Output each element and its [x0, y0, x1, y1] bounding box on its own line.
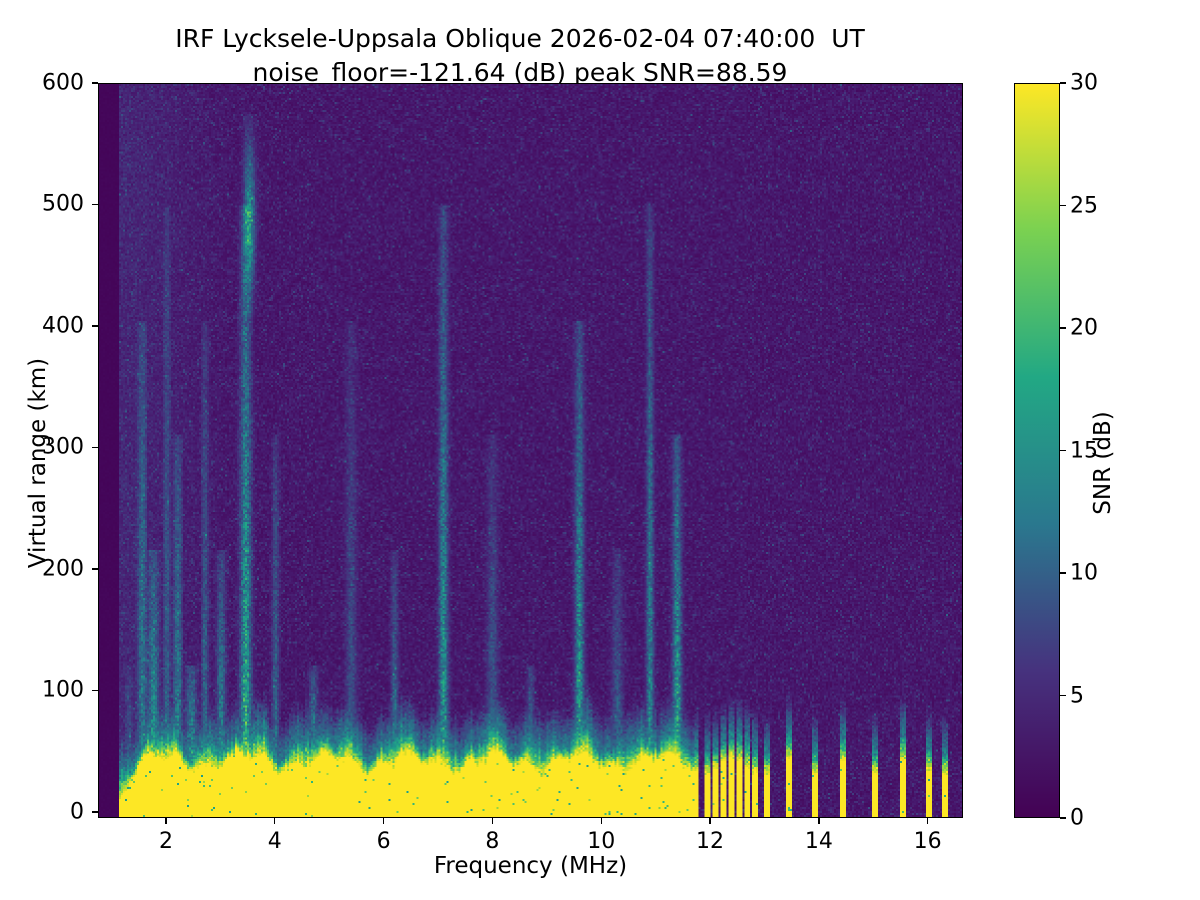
colorbar-tick-mark: [1060, 449, 1066, 452]
x-tick-mark: [818, 818, 820, 824]
colorbar-tick-label: 25: [1070, 193, 1098, 218]
x-tick-label: 6: [376, 829, 391, 854]
y-tick-mark: [92, 568, 98, 570]
colorbar-tick-mark: [1060, 82, 1066, 84]
x-axis-title: Frequency (MHz): [433, 853, 628, 879]
colorbar-tick-label: 5: [1070, 683, 1084, 708]
figure-title: IRF Lycksele-Uppsala Oblique 2026-02-04 …: [0, 22, 1040, 90]
y-tick-label: 100: [42, 677, 84, 703]
colorbar-tick-mark: [1060, 327, 1066, 329]
y-tick-label: 0: [70, 799, 84, 825]
colorbar-tick-label: 30: [1070, 70, 1098, 96]
x-tick-mark: [926, 818, 929, 824]
colorbar-title: SNR (dB): [1090, 411, 1116, 515]
y-tick-mark: [92, 446, 98, 449]
y-tick-mark: [92, 689, 98, 692]
figure-title-line-1: IRF Lycksele-Uppsala Oblique 2026-02-04 …: [175, 24, 865, 87]
x-tick-label: 2: [159, 829, 173, 854]
x-tick-label: 16: [913, 829, 942, 854]
colorbar-tick-label: 0: [1070, 805, 1084, 831]
y-tick-label: 400: [42, 313, 84, 339]
colorbar-tick-label: 20: [1070, 315, 1098, 341]
y-tick-mark: [92, 203, 98, 206]
x-tick-mark: [709, 818, 711, 824]
x-tick-label: 8: [485, 829, 500, 854]
colorbar: [1014, 83, 1060, 818]
y-tick-mark: [92, 325, 98, 327]
x-tick-label: 4: [267, 829, 282, 854]
x-tick-mark: [491, 818, 494, 824]
colorbar-tick-label: 15: [1070, 438, 1098, 463]
x-tick-mark: [382, 818, 385, 824]
y-tick-label: 500: [42, 191, 84, 217]
heatmap-axes: [98, 83, 963, 818]
y-tick-label: 600: [42, 70, 84, 96]
ionogram-heatmap-canvas: [99, 84, 962, 817]
y-tick-label: 200: [42, 556, 84, 582]
colorbar-tick-label: 10: [1070, 560, 1098, 586]
colorbar-tick-mark: [1060, 204, 1066, 207]
colorbar-tick-mark: [1060, 694, 1066, 697]
colorbar-tick-mark: [1060, 572, 1066, 574]
x-tick-label: 12: [696, 829, 725, 854]
x-tick-label: 14: [804, 829, 833, 854]
colorbar-tick-mark: [1060, 817, 1066, 819]
x-tick-mark: [600, 818, 602, 824]
x-tick-mark: [165, 818, 167, 824]
y-tick-mark: [92, 811, 98, 813]
x-tick-label: 10: [587, 829, 616, 854]
x-tick-mark: [274, 818, 276, 824]
y-tick-mark: [92, 82, 98, 84]
y-tick-label: 300: [42, 434, 84, 460]
y-axis-title: Virtual range (km): [25, 357, 51, 569]
